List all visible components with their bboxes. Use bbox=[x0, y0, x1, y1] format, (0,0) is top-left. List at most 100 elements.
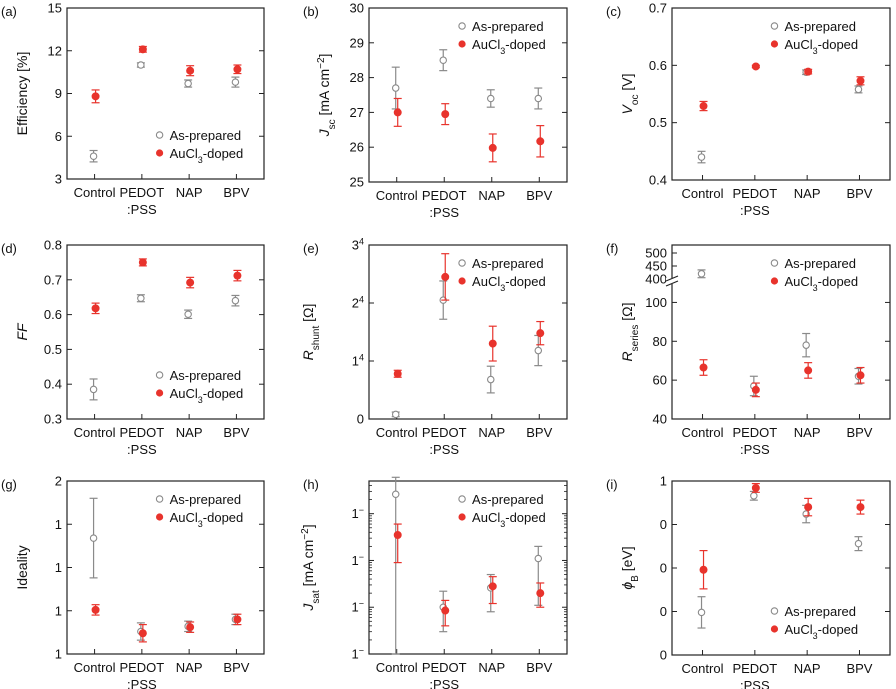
legend-label: AuCl3-doped bbox=[472, 37, 546, 56]
data-point-as-prepared bbox=[89, 534, 98, 542]
data-point-as-prepared bbox=[89, 152, 98, 160]
label-part: 0 bbox=[660, 517, 667, 532]
x-tick-label: PEDOT:PSS bbox=[422, 425, 467, 457]
label-part: AuCl bbox=[784, 274, 812, 289]
x-tick-label: Control bbox=[74, 185, 116, 200]
y-tick-label: 400 bbox=[645, 272, 667, 287]
x-tick-label: Control bbox=[74, 425, 116, 440]
label-part: −2 bbox=[300, 528, 311, 540]
label-part: B bbox=[630, 575, 641, 582]
chart-panel-b: (b) 25 26 27 28 29 30 Jsc [mA cm−2] Control PEDOT… bbox=[303, 1, 568, 220]
x-tick-label: BPV bbox=[526, 188, 552, 203]
legend-label: AuCl3-doped bbox=[170, 510, 244, 529]
data-point-aucl3-doped bbox=[856, 76, 865, 85]
x-tick-line: :PSS bbox=[127, 202, 157, 217]
y-axis-label: Rshunt [Ω] bbox=[300, 304, 322, 361]
y-tick-label: 3 bbox=[55, 172, 62, 187]
data-point-aucl3-doped bbox=[751, 62, 760, 71]
label-part: Efficiency [%] bbox=[14, 52, 30, 136]
label-part: J bbox=[316, 128, 332, 137]
x-tick-line: PEDOT bbox=[119, 660, 164, 675]
x-tick-line: PEDOT bbox=[119, 425, 164, 440]
x-tick-label: NAP bbox=[478, 188, 505, 203]
data-point-aucl3-doped bbox=[441, 110, 450, 119]
data-point-aucl3-doped bbox=[536, 137, 545, 146]
x-tick-label: BPV bbox=[223, 425, 249, 440]
label-part: 0 bbox=[660, 561, 667, 576]
label-part: 3 bbox=[500, 46, 505, 56]
legend-label: As-prepared bbox=[784, 604, 856, 619]
y-tick-label: 14 bbox=[352, 353, 364, 369]
x-tick-label: Control bbox=[682, 186, 724, 201]
data-point-aucl3-doped bbox=[186, 66, 195, 75]
data-point-as-prepared bbox=[487, 94, 495, 103]
label-part: 1 bbox=[660, 474, 667, 489]
label-part: 1 bbox=[55, 603, 62, 618]
x-tick-line: PEDOT bbox=[119, 185, 164, 200]
y-tick-label: 1− bbox=[352, 552, 365, 568]
plot-frame bbox=[368, 7, 568, 183]
plot-frame bbox=[671, 7, 891, 181]
y-tick-label: 1 bbox=[660, 474, 667, 489]
label-part: 3 bbox=[813, 46, 818, 56]
y-axis-label: Jsat [mA cm−2] bbox=[300, 524, 322, 611]
data-point-as-prepared bbox=[391, 84, 400, 92]
x-tick-label: PEDOT:PSS bbox=[119, 660, 164, 689]
x-tick-line: :PSS bbox=[740, 678, 770, 689]
panel-label: (d) bbox=[1, 241, 17, 256]
data-point-aucl3-doped bbox=[393, 108, 402, 117]
y-axis-label: FF bbox=[14, 322, 30, 341]
data-point-aucl3-doped bbox=[804, 67, 813, 76]
y-tick-label: 28 bbox=[350, 70, 364, 85]
data-point-as-prepared bbox=[487, 375, 495, 384]
y-tick-label: 0.8 bbox=[44, 238, 62, 253]
y-tick-label: 0.4 bbox=[649, 173, 667, 188]
data-point-as-prepared bbox=[89, 385, 98, 394]
y-tick-label: 26 bbox=[350, 140, 364, 155]
label-part: R bbox=[300, 350, 316, 360]
label-part: [mA cm bbox=[316, 69, 332, 120]
label-part: -doped bbox=[203, 146, 243, 161]
x-tick-label: Control bbox=[376, 660, 418, 675]
data-point-as-prepared bbox=[231, 78, 240, 86]
legend-label: As-prepared bbox=[784, 19, 856, 34]
label-part: [Ω] bbox=[300, 304, 316, 326]
legend-marker-as-prepared bbox=[458, 259, 466, 267]
y-tick-label: 9 bbox=[55, 86, 62, 101]
y-axis-label: Rseries [Ω] bbox=[619, 303, 641, 362]
y-tick-label: 27 bbox=[350, 105, 364, 120]
data-point-aucl3-doped bbox=[91, 304, 100, 313]
label-part: FF bbox=[14, 322, 30, 341]
label-part: − bbox=[359, 599, 364, 609]
x-tick-label: NAP bbox=[478, 425, 505, 440]
y-axis-label: Ideality bbox=[14, 545, 30, 589]
axis-break-gap bbox=[666, 278, 678, 284]
panel-label: (g) bbox=[1, 477, 17, 492]
data-point-as-prepared bbox=[854, 539, 863, 548]
x-tick-label: BPV bbox=[846, 661, 872, 676]
data-point-aucl3-doped bbox=[699, 565, 708, 574]
x-tick-line: PEDOT bbox=[732, 425, 777, 440]
legend-label: As-prepared bbox=[170, 368, 242, 383]
label-part: ] bbox=[316, 54, 332, 58]
label-part: 1 bbox=[55, 517, 62, 532]
y-tick-label: 0 bbox=[660, 561, 667, 576]
label-part: sat bbox=[311, 590, 322, 604]
label-part: -doped bbox=[818, 622, 858, 637]
chart-panel-g: (g) 1 1 1 1 2 Ideality Control PEDOT:PSS NAP BPV As… bbox=[1, 474, 265, 689]
x-tick-label: Control bbox=[376, 425, 418, 440]
label-part: 1 bbox=[352, 600, 359, 615]
label-part: -doped bbox=[818, 37, 858, 52]
label-part: 0 bbox=[660, 648, 667, 663]
x-tick-line: PEDOT bbox=[732, 186, 777, 201]
x-tick-line: PEDOT bbox=[422, 188, 467, 203]
label-part: 4 bbox=[359, 353, 364, 363]
x-tick-label: NAP bbox=[478, 660, 505, 675]
data-point-aucl3-doped bbox=[138, 45, 147, 54]
legend-label: AuCl3-doped bbox=[784, 37, 858, 56]
legend-label: As-prepared bbox=[472, 19, 544, 34]
y-tick-label: 0.7 bbox=[649, 1, 667, 16]
label-part: -doped bbox=[505, 37, 545, 52]
label-part: Ideality bbox=[14, 545, 30, 589]
label-part: AuCl bbox=[170, 386, 198, 401]
